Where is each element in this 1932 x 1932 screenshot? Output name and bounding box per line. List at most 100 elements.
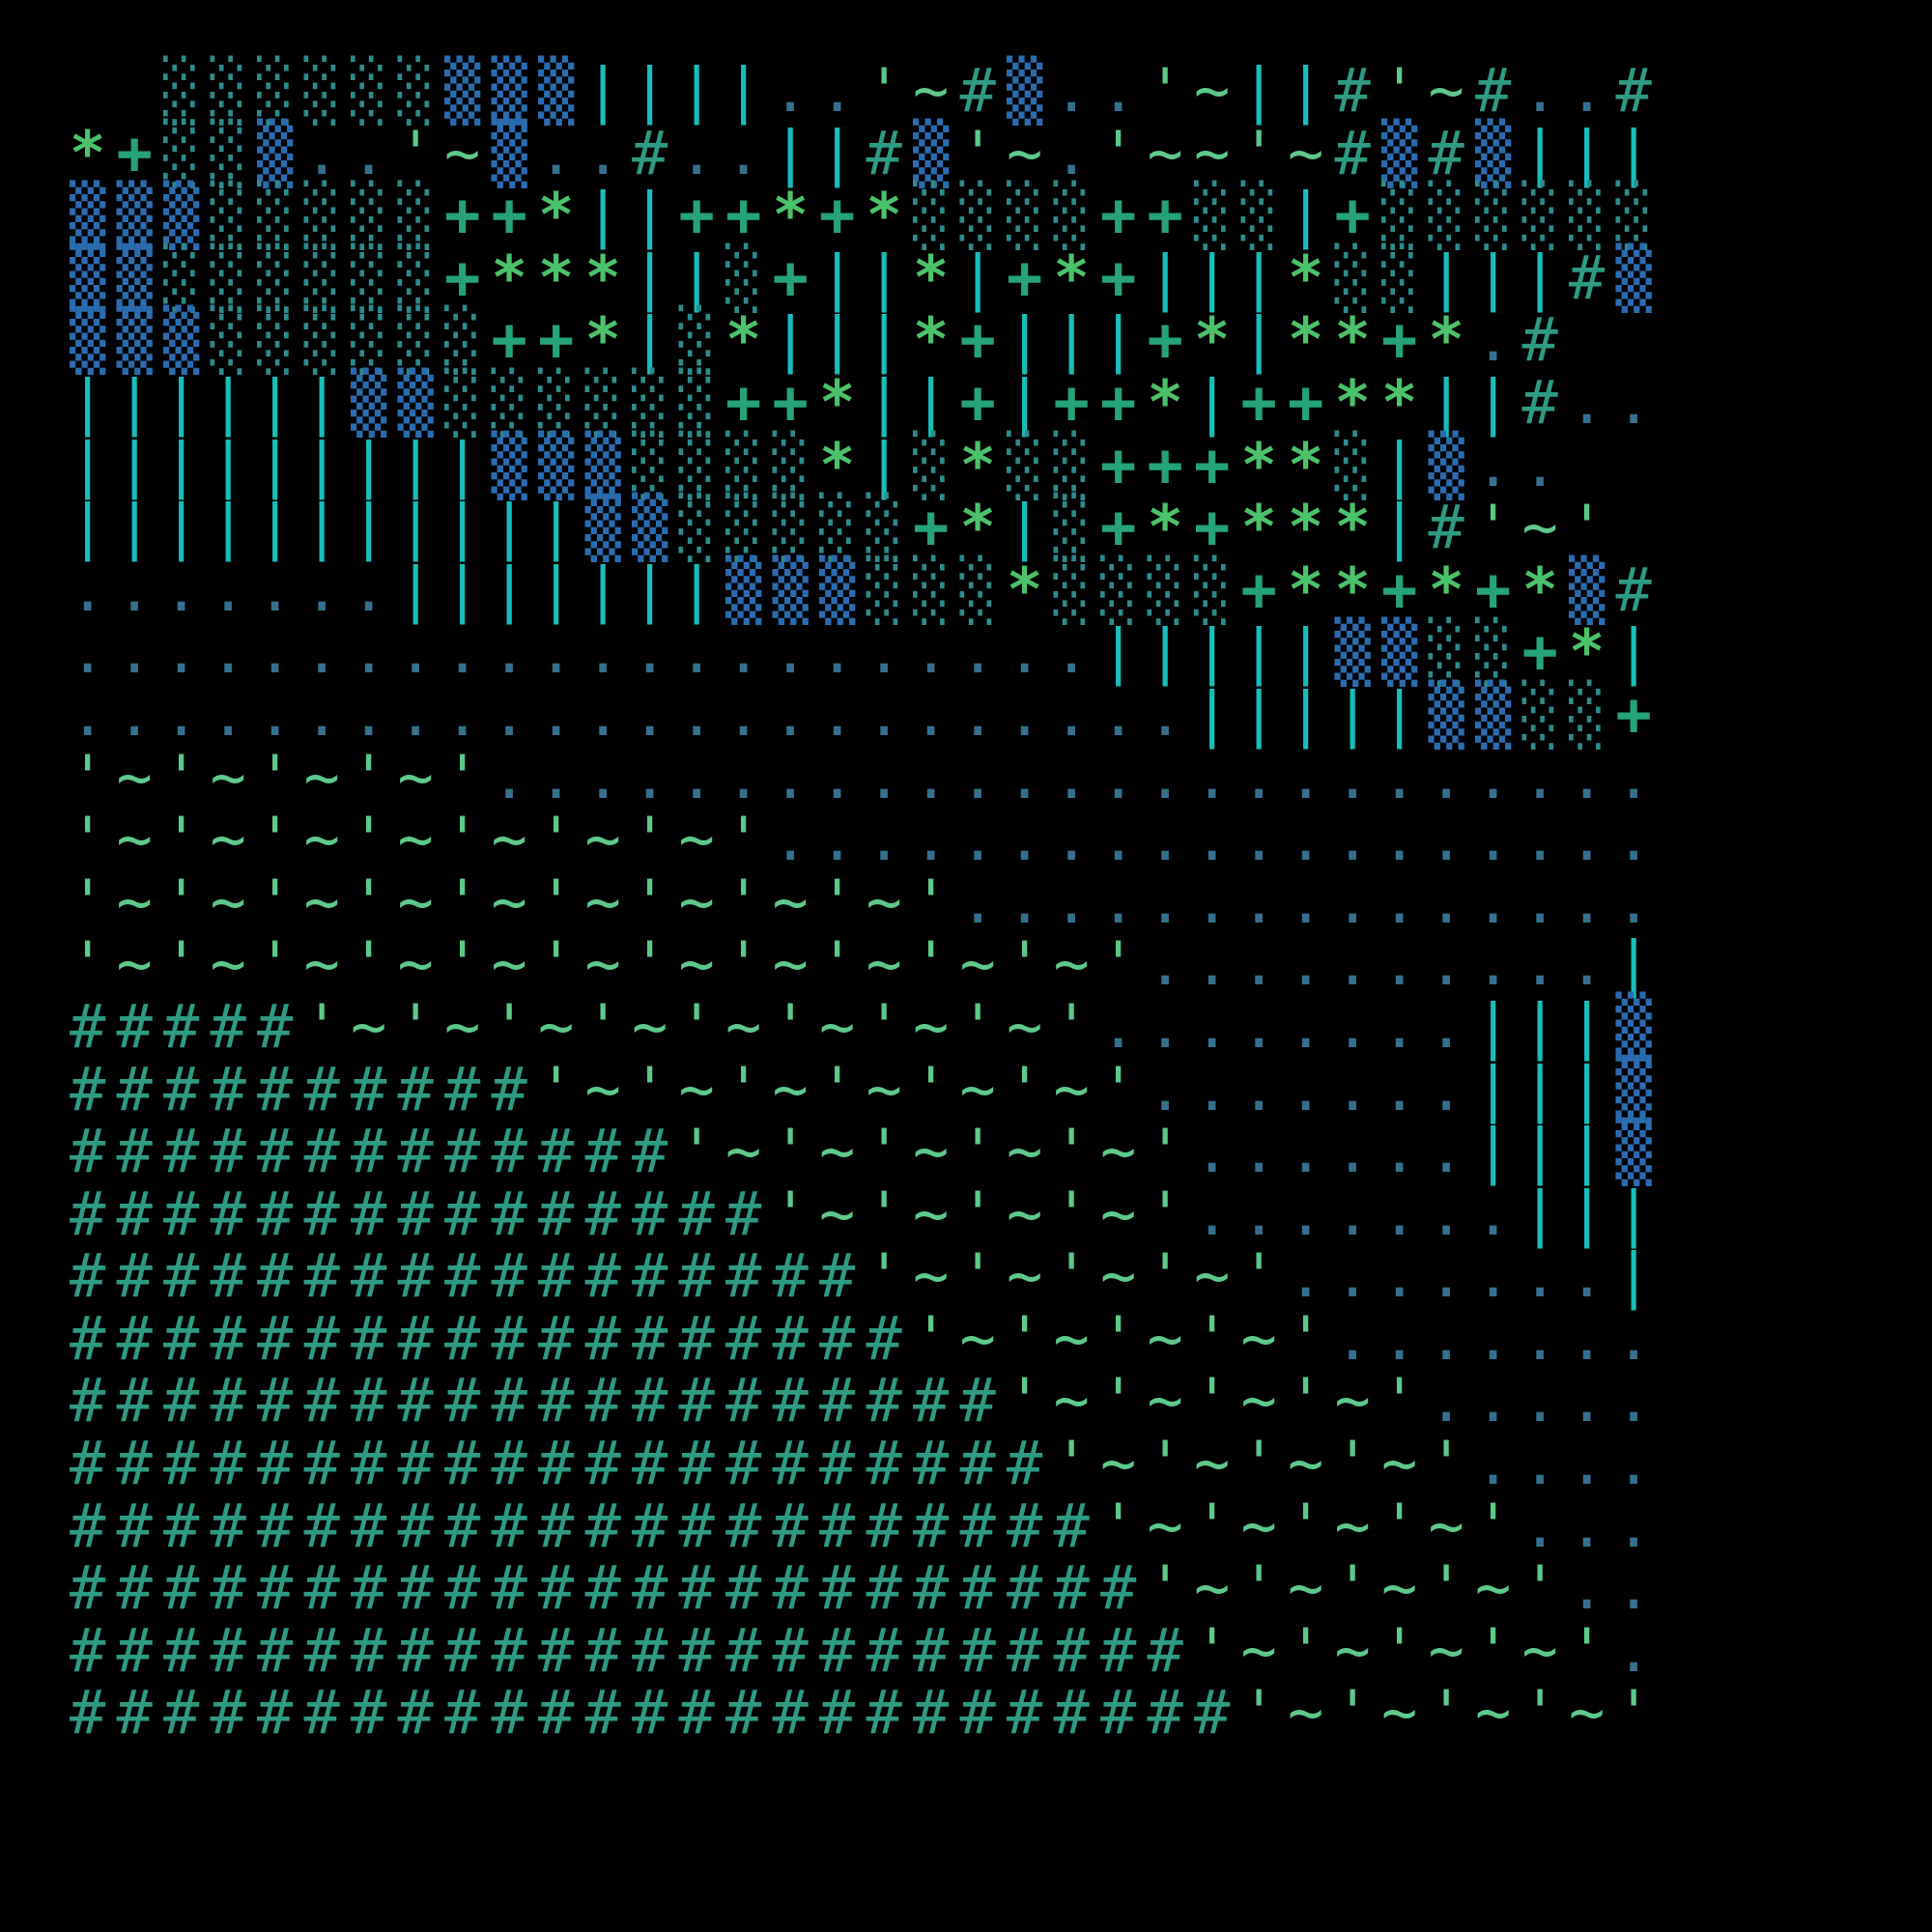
plus-glyph: + [1147,180,1183,251]
hash-glyph: # [538,1490,575,1561]
period-glyph: . [1240,1178,1277,1249]
light-shade-glyph: ░ [1007,429,1043,500]
period-glyph: . [257,616,294,688]
pipe-glyph: | [866,242,902,313]
hash-glyph: # [163,990,200,1062]
tilde-glyph: ~ [303,928,340,1000]
hash-glyph: # [538,1614,575,1686]
asterisk-glyph: * [538,242,575,313]
apostrophe-glyph: ' [1521,1552,1558,1624]
light-shade-glyph: ░ [1147,554,1183,625]
period-glyph: . [70,678,106,750]
light-shade-glyph: ░ [1334,242,1371,313]
hash-glyph: # [491,1053,527,1124]
period-glyph: . [538,741,575,812]
period-glyph: . [303,554,340,625]
hash-glyph: # [632,1116,668,1187]
shade-block-glyph: ▒ [1381,117,1418,188]
shade-block-glyph: ▒ [116,242,153,313]
grid-row: ▒ ▒ ░ ░ ░ ░ ░ ░ + * * * | | ░ + | | * | + * + | | | * ░ ░ | | | # ▒ [70,242,1652,313]
period-glyph: . [913,678,950,750]
tilde-glyph: ~ [1428,1614,1464,1686]
apostrophe-glyph: ' [303,990,340,1062]
period-glyph: . [116,678,153,750]
asterisk-glyph: * [538,180,575,251]
period-glyph: . [1053,866,1090,937]
asterisk-glyph: * [1288,492,1324,563]
tilde-glyph: ~ [1100,1116,1137,1187]
tilde-glyph: ~ [819,1178,856,1249]
tilde-glyph: ~ [303,741,340,812]
period-glyph: . [210,616,246,688]
light-shade-glyph: ░ [632,366,668,438]
hash-glyph: # [397,1677,434,1748]
period-glyph: . [1381,1116,1418,1187]
apostrophe-glyph: ' [772,1178,809,1249]
tilde-glyph: ~ [1334,1614,1371,1686]
apostrophe-glyph: ' [1334,1552,1371,1624]
period-glyph: . [1194,990,1231,1062]
pipe-glyph: | [678,554,715,625]
period-glyph: . [1381,990,1418,1062]
space-glyph [117,60,164,123]
period-glyph: . [959,678,996,750]
hash-glyph: # [632,1302,668,1374]
period-glyph: . [1475,304,1512,376]
space-glyph [70,60,117,123]
hash-glyph: # [632,1178,668,1249]
period-glyph: . [163,554,200,625]
hash-glyph: # [210,1614,246,1686]
light-shade-glyph: ░ [491,366,527,438]
hash-glyph: # [866,117,902,188]
pipe-glyph: | [1569,1116,1605,1187]
period-glyph: . [866,741,902,812]
hash-glyph: # [210,1552,246,1624]
shade-block-glyph: ▒ [70,180,106,251]
hash-glyph: # [584,1116,621,1187]
light-shade-glyph: ░ [351,55,387,126]
period-glyph: . [1147,804,1183,875]
hash-glyph: # [913,1365,950,1436]
hash-glyph: # [116,1490,153,1561]
period-glyph: . [538,616,575,688]
light-shade-glyph: ░ [163,242,200,313]
tilde-glyph: ~ [303,866,340,937]
hash-glyph: # [819,1490,856,1561]
shade-block-glyph: ▒ [397,366,434,438]
period-glyph: . [1475,429,1512,500]
pipe-glyph: | [1521,242,1558,313]
shade-block-glyph: ▒ [913,117,950,188]
period-glyph: . [1569,804,1605,875]
period-glyph: . [1053,804,1090,875]
tilde-glyph: ~ [1053,1365,1090,1436]
pipe-glyph: | [725,55,762,126]
hash-glyph: # [303,1302,340,1374]
period-glyph: . [1240,1116,1277,1187]
shade-block-glyph: ▒ [491,429,527,500]
pipe-glyph: | [1288,55,1324,126]
tilde-glyph: ~ [351,990,387,1062]
light-shade-glyph: ░ [772,492,809,563]
period-glyph: . [1615,1490,1652,1561]
hash-glyph: # [772,1614,809,1686]
tilde-glyph: ~ [1007,1240,1043,1312]
pipe-glyph: | [1615,117,1652,188]
hash-glyph: # [632,117,668,188]
apostrophe-glyph: ' [1053,1240,1090,1312]
period-glyph: . [1007,616,1043,688]
hash-glyph: # [116,1428,153,1499]
plus-glyph: + [1381,304,1418,376]
asterisk-glyph: * [866,180,902,251]
hash-glyph: # [1007,1428,1043,1499]
hash-glyph: # [397,1490,434,1561]
apostrophe-glyph: ' [351,928,387,1000]
pipe-glyph: | [1615,928,1652,1000]
pipe-glyph: | [1381,429,1418,500]
pipe-glyph: | [632,180,668,251]
apostrophe-glyph: ' [772,990,809,1062]
asterisk-glyph: * [1428,554,1464,625]
asterisk-glyph: * [725,304,762,376]
shade-block-glyph: ▒ [584,429,621,500]
period-glyph: . [1475,1428,1512,1499]
hash-glyph: # [538,1116,575,1187]
